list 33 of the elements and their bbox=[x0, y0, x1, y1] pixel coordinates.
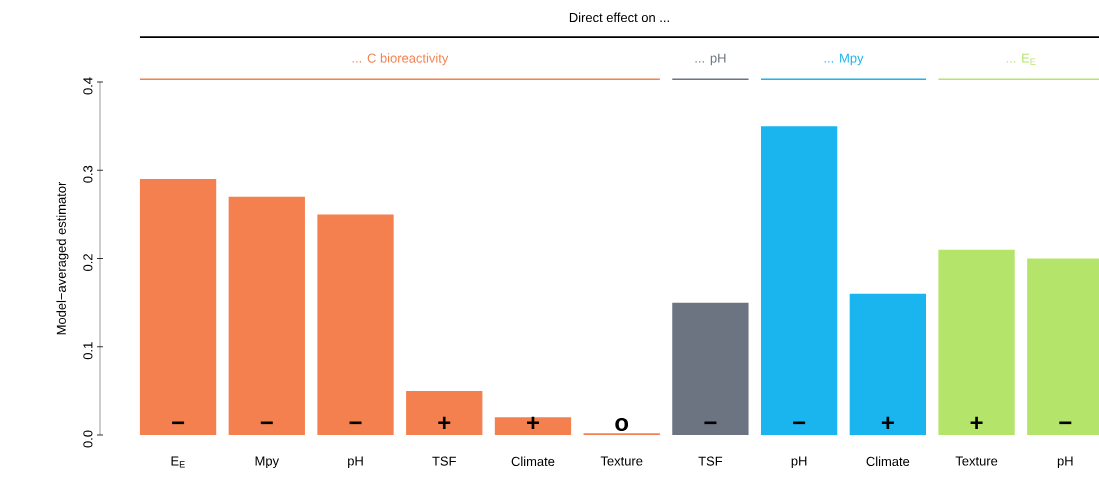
x-tick-label: Texture bbox=[600, 456, 643, 466]
x-tick-label: TSF bbox=[698, 456, 723, 466]
data-label: − bbox=[1059, 421, 1072, 425]
data-label: o bbox=[615, 417, 629, 431]
data-label: − bbox=[260, 421, 273, 425]
y-tick-label: 0.0 bbox=[83, 430, 93, 448]
chart-title: Direct effect on ... bbox=[569, 12, 669, 23]
data-label: + bbox=[526, 416, 539, 429]
x-tick-label: pH bbox=[348, 456, 363, 469]
data-label: + bbox=[438, 416, 451, 429]
x-tick-label: E$_{E}$ bbox=[171, 456, 185, 468]
x-tick-label: Mpy bbox=[255, 456, 280, 469]
text: ... E$_{E}$ bbox=[1006, 53, 1036, 65]
text: ... Mpy bbox=[824, 53, 864, 66]
y-tick-label: 0.3 bbox=[83, 165, 93, 183]
x-tick-label: Texture bbox=[955, 456, 998, 466]
x-tick-label: Climate bbox=[866, 456, 910, 467]
data-label: − bbox=[793, 421, 806, 425]
data-label: − bbox=[704, 421, 717, 425]
y-tick-label: 0.2 bbox=[83, 254, 93, 271]
data-label: − bbox=[349, 421, 362, 425]
data-label: − bbox=[172, 421, 185, 425]
x-tick-label: Climate bbox=[511, 456, 555, 467]
x-tick-label: pH bbox=[791, 456, 807, 469]
x-tick-label: pH bbox=[1057, 456, 1073, 469]
text: ... pH bbox=[695, 53, 726, 66]
y-tick-label: 0.1 bbox=[83, 342, 93, 360]
y-tick-label: 0.4 bbox=[83, 77, 93, 95]
x-tick-label: TSF bbox=[432, 456, 456, 466]
data-label: + bbox=[881, 416, 894, 429]
data-label: + bbox=[970, 416, 983, 429]
text: ... C bioreactivity bbox=[352, 53, 449, 66]
y-axis-title: Model−averaged estimator bbox=[56, 181, 69, 335]
